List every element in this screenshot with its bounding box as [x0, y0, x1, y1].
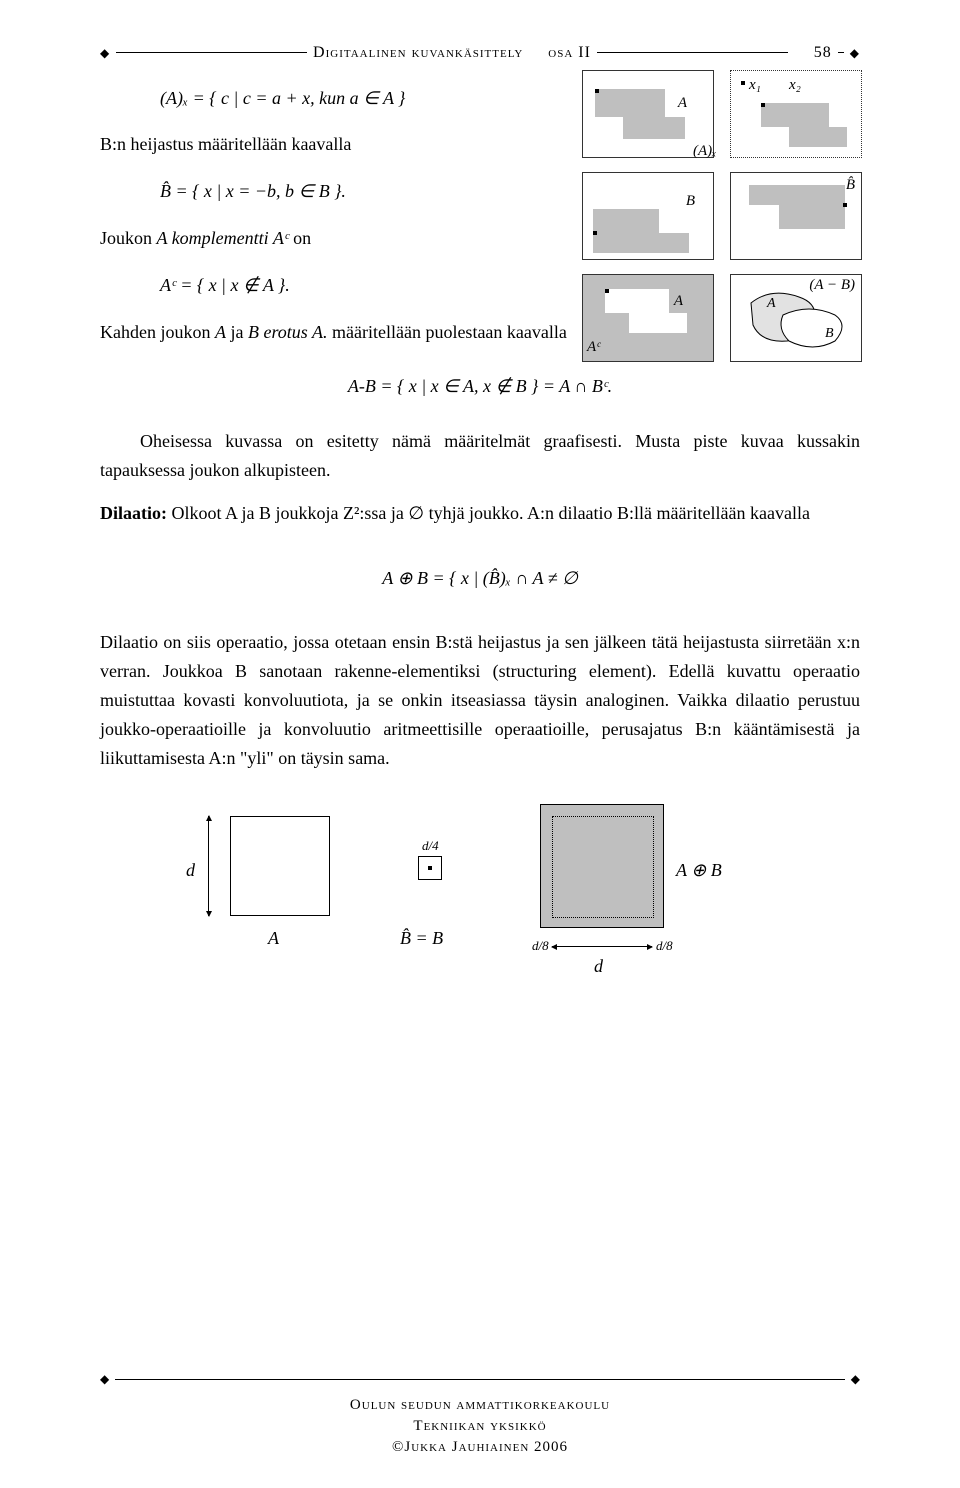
- header-rule: [597, 52, 788, 53]
- page-footer: ◆ ◆ Oulun seudun ammattikorkeakoulu Tekn…: [100, 1370, 860, 1458]
- ci4: Aᶜ: [273, 228, 289, 248]
- txt-diff-intro: Kahden joukon A ja B erotus A. määritell…: [100, 318, 860, 347]
- page-number: 58: [814, 40, 832, 66]
- eq-reflect: B̂ = { x | x = −b, b ∈ B }.: [160, 177, 860, 206]
- footer-line3: ©Jukka Jauhiainen 2006: [100, 1437, 860, 1458]
- dim-v: [208, 816, 209, 916]
- txt-complement-intro: Joukon A komplementti Aᶜ on: [100, 224, 860, 253]
- lbl-d-left: d: [186, 856, 195, 885]
- di6: määritellään puolestaan kaavalla: [328, 322, 567, 342]
- dim-h: [552, 946, 652, 947]
- ci5: on: [289, 228, 312, 248]
- title-part: osa II: [548, 44, 591, 61]
- reflect-intro-text: B:n heijastus määritellään kaavalla: [100, 134, 351, 154]
- diamond-icon: ◆: [100, 1370, 109, 1389]
- dil-head: Dilaatio:: [100, 503, 167, 523]
- di5: erotus A.: [259, 322, 328, 342]
- square-A: [230, 816, 330, 916]
- content: (A)ₓ = { c | c = a + x, kun a ∈ A } B:n …: [100, 84, 860, 983]
- dil-intro: Olkoot A ja B joukkoja Z²:ssa ja ∅ tyhjä…: [167, 503, 810, 523]
- eq-diff: A-B = { x | x ∈ A, x ∉ B } = A ∩ Bᶜ.: [100, 372, 860, 401]
- ci2: A: [157, 228, 168, 248]
- footer-line2: Tekniikan yksikkö: [100, 1416, 860, 1437]
- lbl-d8r: d/8: [656, 936, 673, 957]
- ci3: komplementti: [167, 228, 273, 248]
- txt-reflect-intro: B:n heijastus määritellään kaavalla: [100, 130, 860, 159]
- lbl-BB: B̂ = B: [400, 924, 443, 953]
- lbl-A-bottom: A: [268, 924, 279, 953]
- lbl-AplusB: A ⊕ B: [676, 856, 722, 885]
- title-text: Digitaalinen kuvankäsittely: [313, 44, 523, 61]
- footer-line1: Oulun seudun ammattikorkeakoulu: [100, 1395, 860, 1416]
- para-dilation-intro: Dilaatio: Olkoot A ja B joukkoja Z²:ssa …: [100, 499, 860, 528]
- lbl-d-bottom: d: [594, 952, 603, 981]
- header-rule: [838, 52, 844, 53]
- header-rule: [116, 52, 307, 53]
- para-defs: Oheisessa kuvassa on esitetty nämä määri…: [100, 427, 860, 485]
- para-dilation: Dilaatio on siis operaatio, jossa otetaa…: [100, 628, 860, 772]
- diamond-icon: ◆: [851, 1370, 860, 1389]
- doc-title: Digitaalinen kuvankäsittely osa II: [313, 40, 591, 66]
- footer-rule: [115, 1379, 845, 1380]
- eq-translate: (A)ₓ = { c | c = a + x, kun a ∈ A }: [160, 84, 860, 113]
- di4: B: [248, 322, 259, 342]
- eq-complement: Aᶜ = { x | x ∉ A }.: [160, 271, 860, 300]
- eq-dilation: A ⊕ B = { x | (B̂)ₓ ∩ A ≠ ∅: [100, 564, 860, 593]
- page-header: ◆ Digitaalinen kuvankäsittely osa II 58 …: [100, 40, 860, 66]
- diamond-icon: ◆: [100, 47, 110, 59]
- figure-dilation: d A d/4 B̂ = B A ⊕ B d d/8 d/8: [200, 802, 760, 982]
- di3: ja: [226, 322, 248, 342]
- di1: Kahden joukon: [100, 322, 215, 342]
- ci1: Joukon: [100, 228, 157, 248]
- lbl-d4: d/4: [422, 836, 439, 857]
- square-inner: [552, 816, 654, 918]
- di2: A: [215, 322, 226, 342]
- diamond-icon: ◆: [850, 47, 860, 59]
- lbl-d8l: d/8: [532, 936, 549, 957]
